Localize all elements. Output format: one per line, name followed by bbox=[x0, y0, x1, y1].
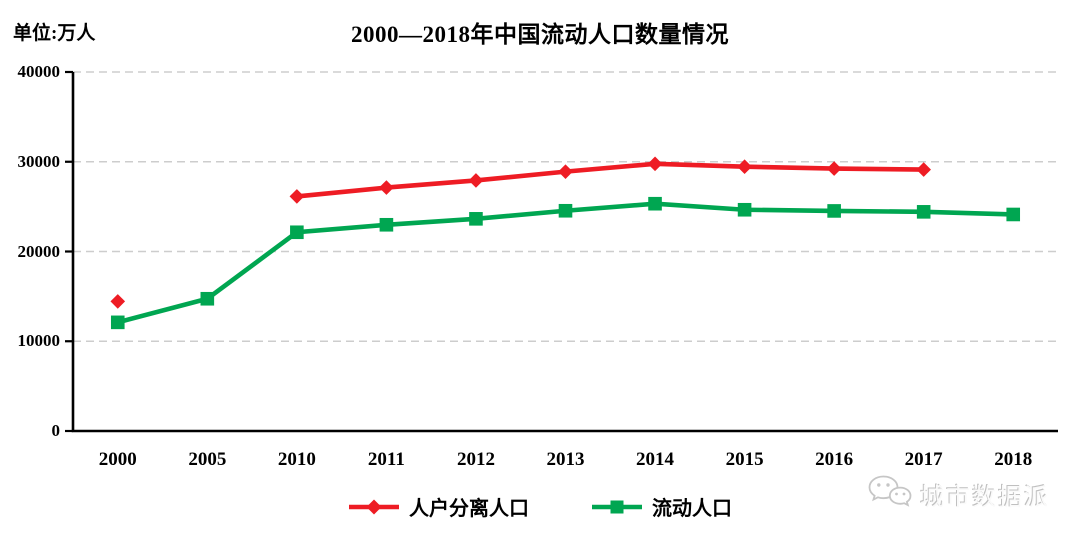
data-point-diamond bbox=[916, 162, 931, 177]
data-point-diamond bbox=[647, 156, 663, 172]
y-tick-label: 20000 bbox=[17, 241, 61, 261]
legend-label-floating-population: 流动人口 bbox=[652, 498, 732, 520]
x-tick-label: 2014 bbox=[636, 449, 675, 470]
x-tick-label: 2018 bbox=[994, 449, 1033, 470]
data-point-square bbox=[648, 196, 662, 211]
legend-label-separated-population: 人户分离人口 bbox=[409, 498, 529, 520]
x-tick-label: 2016 bbox=[815, 449, 854, 470]
data-point-square bbox=[558, 203, 573, 218]
watermark-text: 城市数据派 bbox=[920, 484, 1050, 511]
watermark: 城市数据派 bbox=[867, 474, 1050, 515]
wechat-icon bbox=[867, 474, 913, 515]
data-point-square bbox=[1006, 207, 1021, 222]
legend-item-separated-population: 人户分离人口 bbox=[348, 492, 529, 521]
red-diamond-line-marker bbox=[348, 498, 400, 516]
legend: 人户分离人口 流动人口 bbox=[0, 492, 1080, 521]
data-point-square bbox=[737, 202, 752, 217]
data-point-square bbox=[200, 291, 215, 306]
x-tick-label: 2015 bbox=[725, 449, 764, 470]
x-tick-label: 2013 bbox=[546, 449, 585, 470]
data-point-diamond bbox=[289, 189, 305, 204]
data-point-square bbox=[916, 205, 931, 219]
data-point-diamond bbox=[379, 180, 394, 195]
data-point-diamond bbox=[110, 294, 126, 309]
series-line bbox=[296, 161, 924, 199]
series-floating-population bbox=[110, 196, 1021, 330]
legend-item-floating-population: 流动人口 bbox=[591, 492, 732, 521]
data-point-square bbox=[469, 212, 483, 226]
x-tick-label: 2012 bbox=[456, 449, 495, 470]
green-square-line-marker bbox=[591, 498, 643, 516]
chart-title: 2000—2018年中国流动人口数量情况 bbox=[351, 22, 729, 47]
data-point-diamond bbox=[558, 164, 573, 179]
unit-label: 单位:万人 bbox=[13, 23, 96, 44]
data-point-diamond bbox=[826, 161, 842, 176]
data-point-square bbox=[379, 217, 394, 232]
data-point-square bbox=[290, 225, 304, 240]
data-point-square bbox=[827, 204, 841, 218]
y-tick-label: 0 bbox=[51, 421, 61, 440]
x-tick-label: 2011 bbox=[367, 449, 405, 470]
data-point-square bbox=[110, 315, 125, 330]
y-tick-label: 30000 bbox=[17, 151, 61, 171]
series-separated-population bbox=[110, 156, 931, 309]
y-tick-label: 10000 bbox=[17, 331, 61, 351]
x-tick-label: 2000 bbox=[98, 449, 137, 470]
y-tick-label: 40000 bbox=[17, 62, 61, 81]
x-tick-label: 2005 bbox=[188, 449, 227, 470]
x-tick-label: 2010 bbox=[277, 449, 316, 470]
data-point-diamond bbox=[468, 173, 484, 188]
data-point-diamond bbox=[737, 159, 752, 175]
series-line bbox=[117, 201, 1014, 325]
x-tick-label: 2017 bbox=[904, 449, 943, 470]
